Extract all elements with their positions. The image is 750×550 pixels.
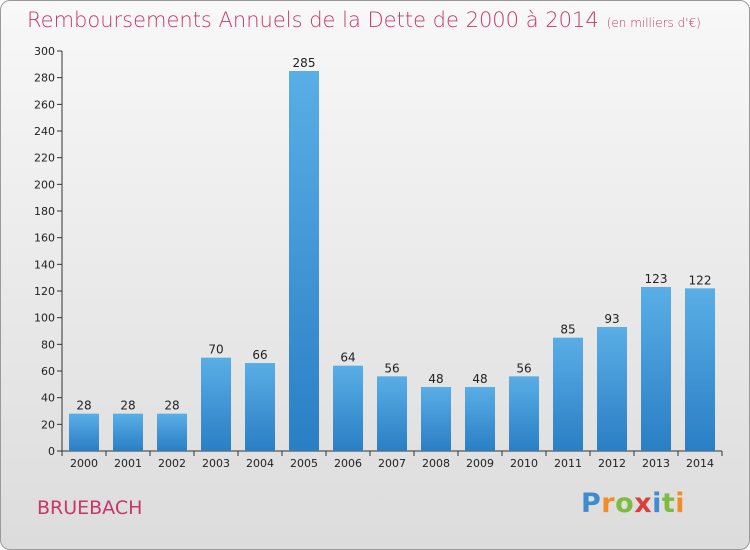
x-tick-label: 2006 [334, 457, 362, 470]
x-tick-label: 2008 [422, 457, 450, 470]
data-label: 48 [472, 372, 487, 386]
data-label: 70 [208, 343, 223, 357]
unit-note: (en milliers d'€) [606, 16, 701, 30]
bar [377, 376, 407, 451]
data-label: 85 [560, 323, 575, 337]
data-label: 123 [645, 272, 668, 286]
data-label: 28 [164, 399, 179, 413]
bars: 28 28 28 70 66 285 64 56 48 48 56 85 93 123 122 [69, 56, 715, 451]
bar [509, 376, 539, 451]
x-tick-label: 2011 [554, 457, 582, 470]
bar [113, 413, 143, 451]
y-axis: 0 20 40 60 80 100 120 140 160 180 200 220 240 260 280 3… [34, 45, 63, 458]
data-label: 66 [252, 348, 267, 362]
y-tick-label: 220 [34, 152, 55, 165]
y-tick-label: 240 [34, 125, 55, 138]
bar [333, 365, 363, 451]
x-tick-label: 2003 [202, 457, 230, 470]
bar [465, 387, 495, 451]
bar [685, 288, 715, 451]
data-label: 93 [604, 312, 619, 326]
bar [69, 413, 99, 451]
y-tick-label: 80 [41, 338, 55, 351]
data-label: 122 [689, 273, 712, 287]
commune-name: BRUEBACH [37, 497, 143, 519]
x-tick-label: 2010 [510, 457, 538, 470]
bar [245, 363, 275, 451]
y-tick-label: 280 [34, 72, 55, 85]
y-tick-label: 0 [48, 445, 55, 458]
bar [597, 327, 627, 451]
chart-title-text: Remboursements Annuels de la Dette de 20… [27, 8, 599, 32]
data-label: 28 [76, 399, 91, 413]
data-label: 56 [384, 361, 399, 375]
x-tick-label: 2009 [466, 457, 494, 470]
y-tick-label: 60 [41, 365, 55, 378]
x-tick-label: 2012 [598, 457, 626, 470]
y-tick-label: 300 [34, 45, 55, 58]
bar [157, 413, 187, 451]
x-tick-label: 2004 [246, 457, 274, 470]
x-tick-label: 2007 [378, 457, 406, 470]
bar [289, 71, 319, 451]
y-tick-label: 100 [34, 312, 55, 325]
x-tick-label: 2014 [686, 457, 714, 470]
y-tick-label: 40 [41, 392, 55, 405]
x-tick-label: 2000 [70, 457, 98, 470]
x-tick-label: 2013 [642, 457, 670, 470]
y-tick-label: 20 [41, 418, 55, 431]
chart-title: Remboursements Annuels de la Dette de 20… [27, 8, 701, 32]
bar [553, 337, 583, 451]
data-label: 48 [428, 372, 443, 386]
y-tick-label: 200 [34, 178, 55, 191]
data-label: 28 [120, 399, 135, 413]
y-tick-label: 140 [34, 258, 55, 271]
bar [201, 357, 231, 451]
bar [641, 287, 671, 451]
x-tick-label: 2005 [290, 457, 318, 470]
x-axis: 2000 2001 2002 2003 2004 2005 2006 2007 2008 2009… [61, 450, 723, 470]
data-label: 285 [293, 56, 316, 70]
x-tick-label: 2001 [114, 457, 142, 470]
y-tick-label: 160 [34, 232, 55, 245]
proxiti-logo: Proxiti [581, 488, 686, 519]
y-tick-label: 120 [34, 285, 55, 298]
y-tick-label: 180 [34, 205, 55, 218]
bar [421, 387, 451, 451]
data-label: 56 [516, 361, 531, 375]
data-label: 64 [340, 351, 355, 365]
y-tick-label: 260 [34, 98, 55, 111]
x-tick-label: 2002 [158, 457, 186, 470]
